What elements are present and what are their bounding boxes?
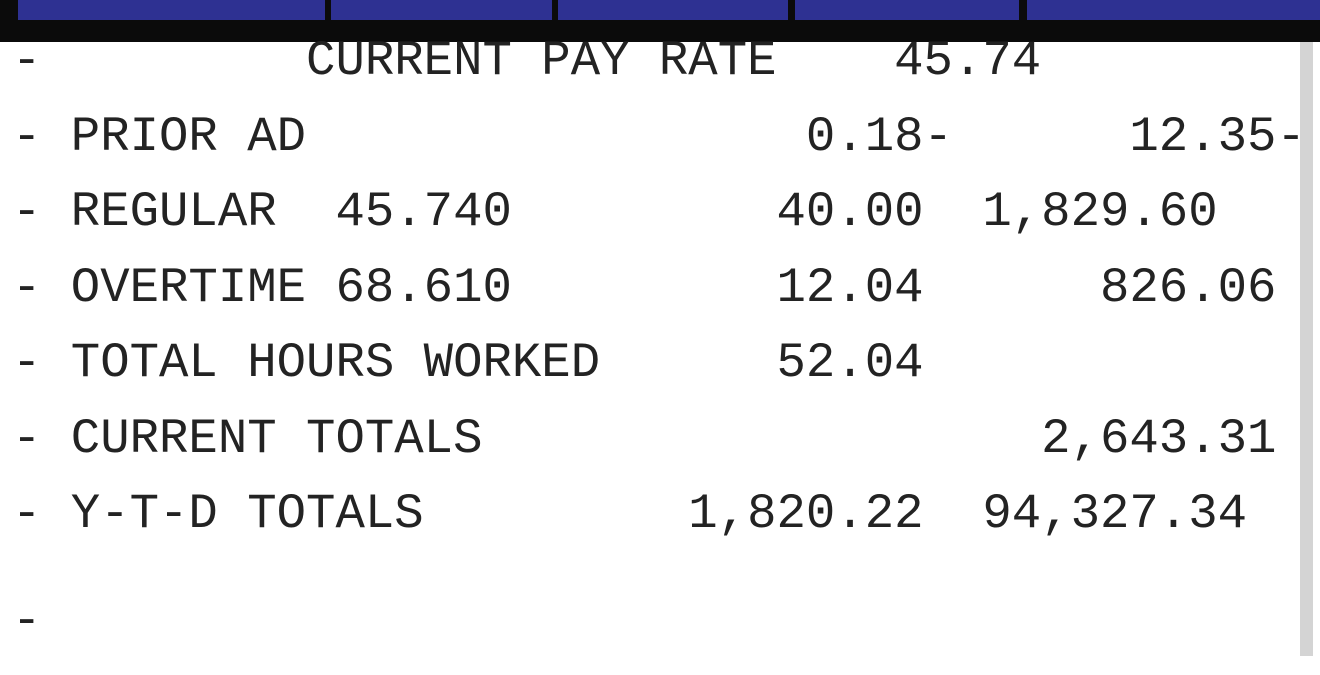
table-header-cell-1 [18,0,325,20]
report-line-trailing-dash: - [12,592,42,649]
table-header-cell-2 [331,0,552,20]
table-header-cell-3 [558,0,788,20]
earnings-report: - CURRENT PAY RATE 45.74 - PRIOR AD 0.18… [12,24,1306,659]
report-line-prior-ad: - PRIOR AD 0.18- 12.35- [12,108,1306,165]
report-line-current-pay-rate: - CURRENT PAY RATE 45.74 [12,33,1042,89]
table-header-row [0,0,1320,42]
report-line-current-totals: - CURRENT TOTALS 2,643.31 [12,410,1277,467]
table-header-cell-4 [795,0,1019,20]
table-header-cell-5 [1027,0,1320,20]
report-line-ytd-totals: - Y-T-D TOTALS 1,820.22 94,327.34 [12,486,1248,542]
report-line-overtime: - OVERTIME 68.610 12.04 826.06 [12,259,1277,316]
report-line-regular: - REGULAR 45.740 40.00 1,829.60 [12,184,1218,240]
report-line-total-hours-worked: - TOTAL HOURS WORKED 52.04 [12,335,924,391]
vertical-scrollbar[interactable] [1300,42,1313,656]
